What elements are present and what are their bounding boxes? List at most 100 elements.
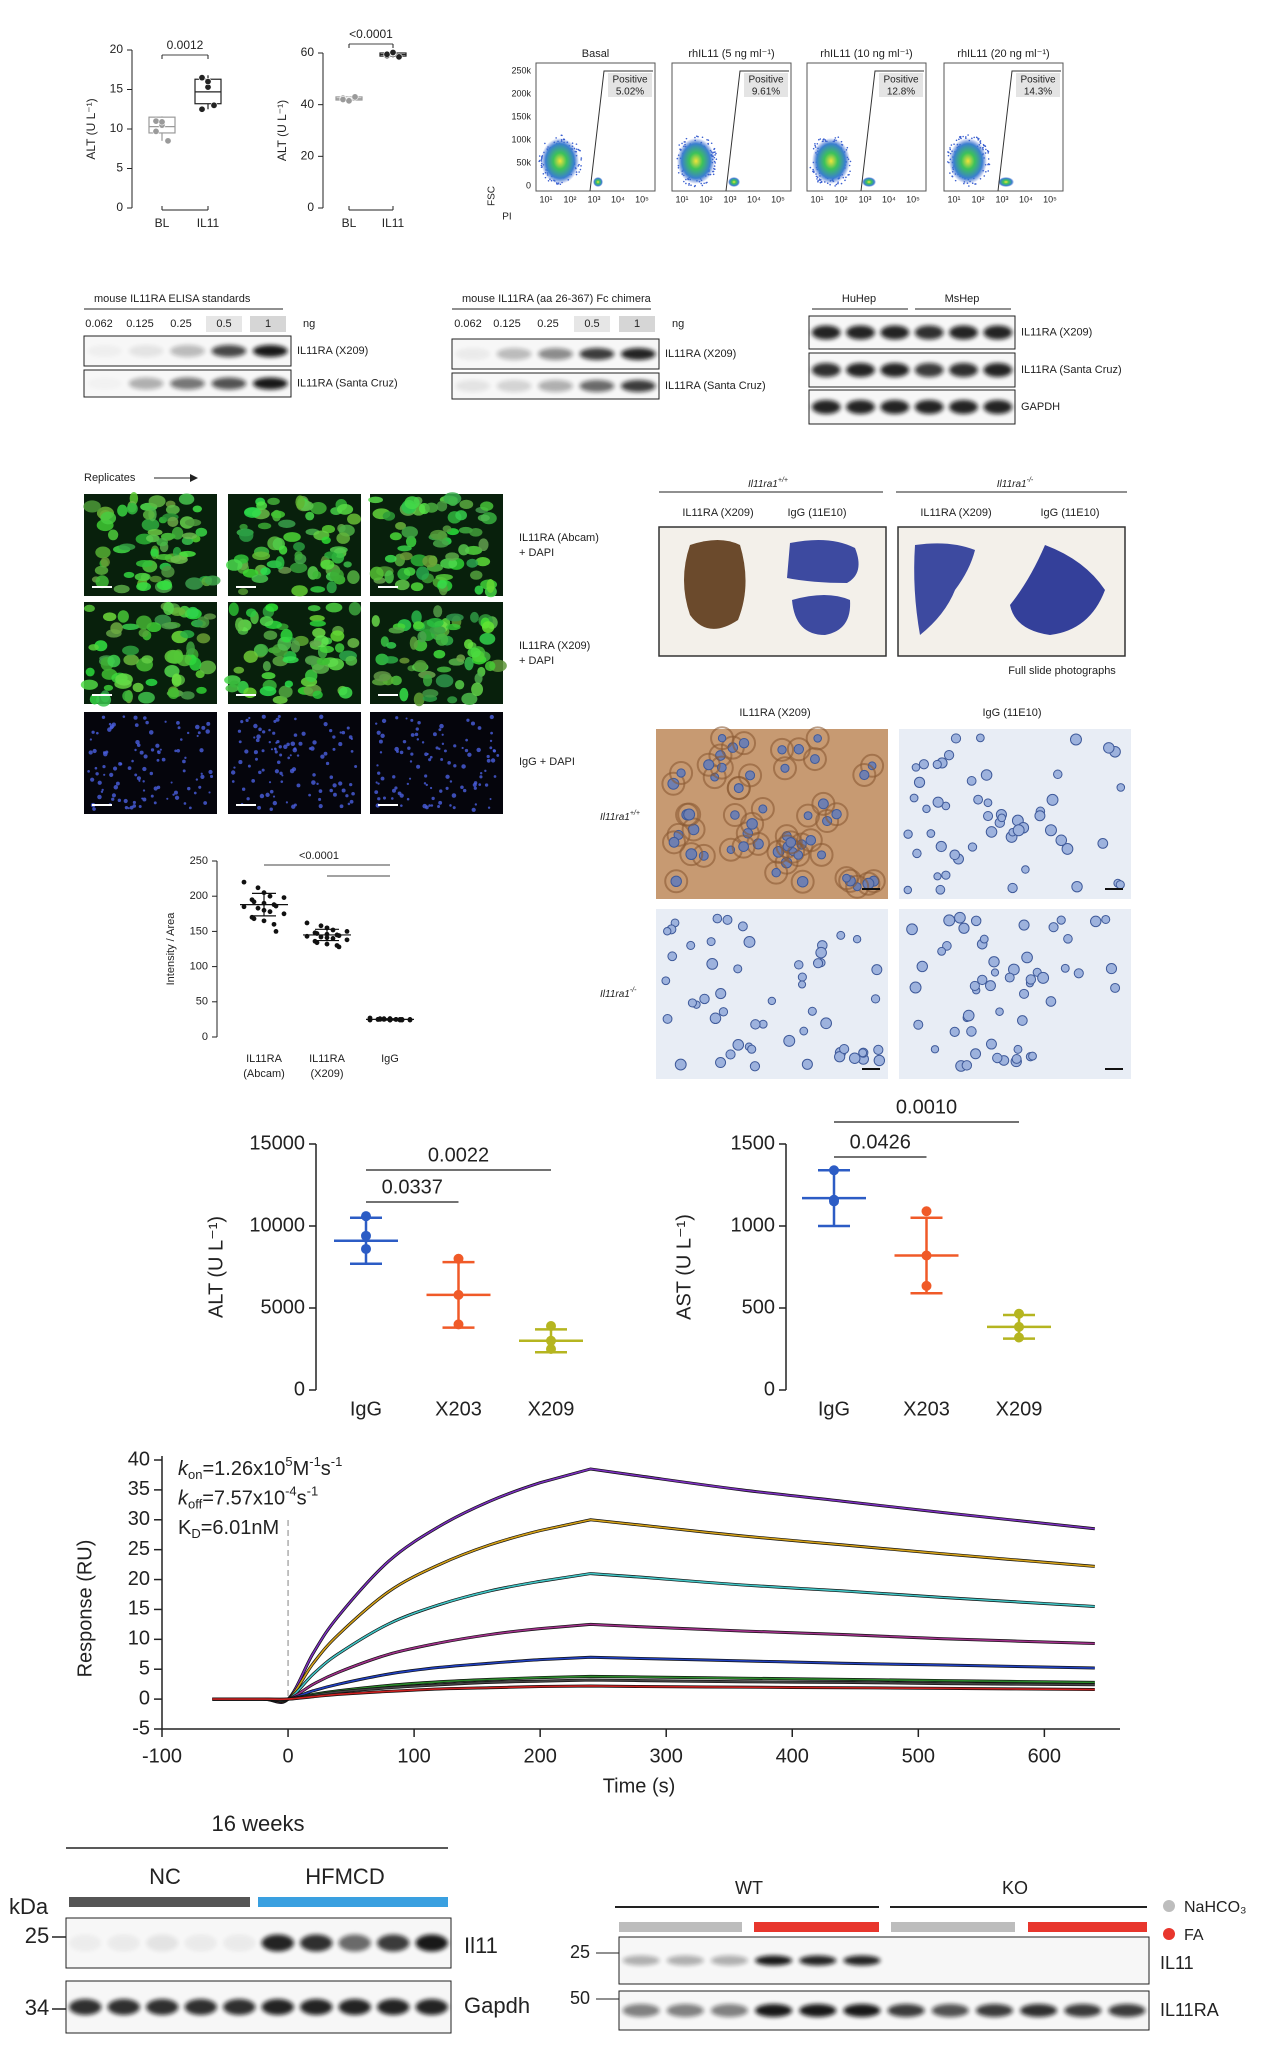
nucleus	[809, 754, 820, 765]
nucleus	[477, 726, 482, 730]
gate-box	[1016, 73, 1060, 97]
stain-label: IgG (11E10)	[982, 707, 1041, 719]
nucleus	[873, 1044, 884, 1055]
nucleus	[1018, 919, 1030, 931]
annotation-part: -1	[331, 1454, 343, 1469]
nucleus	[747, 1044, 757, 1054]
fit-curve	[212, 1467, 1095, 1704]
nucleus	[1025, 974, 1037, 985]
cell	[233, 666, 245, 674]
loading-label: 1	[634, 318, 640, 330]
nucleus	[145, 720, 149, 725]
nucleus	[685, 848, 698, 861]
y-tick-label: 20	[110, 42, 124, 56]
group-label: MsHep	[945, 293, 980, 305]
band	[811, 363, 841, 377]
nucleus	[817, 850, 827, 860]
nucleus	[296, 783, 301, 788]
nucleus	[117, 798, 122, 803]
flow-density	[593, 177, 603, 187]
nucleus	[308, 793, 312, 797]
nucleus	[339, 804, 344, 809]
data-point	[389, 48, 397, 56]
nucleus	[745, 770, 756, 781]
cell	[307, 605, 321, 612]
panel-title: rhIL11 (10 ng ml⁻¹)	[820, 48, 912, 60]
data-point	[281, 895, 287, 901]
cell	[239, 528, 254, 542]
cell	[293, 542, 305, 552]
y-tick-label: 100k	[511, 134, 531, 144]
data-point	[339, 96, 347, 104]
nucleus	[941, 870, 951, 880]
nucleus	[966, 776, 977, 786]
nucleus	[750, 1019, 761, 1030]
nucleus	[1011, 1053, 1022, 1064]
band	[415, 1999, 448, 2015]
nucleus	[240, 720, 244, 724]
nucleus	[429, 755, 433, 759]
cell-border	[778, 830, 803, 855]
nucleus	[205, 729, 210, 734]
nucleus	[932, 759, 942, 770]
flow-event	[987, 152, 989, 154]
cell	[343, 561, 352, 568]
stain-label: IgG (11E10)	[1040, 507, 1099, 519]
band	[622, 2004, 660, 2017]
nucleus	[1053, 769, 1063, 780]
cell	[336, 504, 354, 515]
cell	[121, 623, 140, 630]
nucleus	[758, 804, 768, 814]
nucleus	[431, 796, 435, 801]
cell-border	[790, 869, 815, 894]
band	[377, 1999, 410, 2015]
nucleus	[918, 759, 929, 770]
cell	[413, 692, 425, 707]
nucleus	[807, 1006, 817, 1016]
nucleus	[115, 781, 120, 786]
p-value: 0.0010	[896, 1096, 957, 1118]
flow-event	[580, 165, 582, 167]
cell	[182, 532, 198, 540]
nucleus	[820, 1017, 833, 1030]
nucleus	[92, 748, 97, 754]
cell	[348, 601, 361, 616]
gate-label: Positive	[1020, 75, 1055, 86]
nucleus	[395, 716, 399, 720]
cell-border	[732, 731, 757, 756]
loading-label: 0.5	[584, 318, 599, 330]
data-point	[330, 927, 336, 933]
flow-event	[849, 170, 851, 173]
nucleus	[496, 754, 500, 757]
x-tick-label: 10²	[563, 194, 576, 204]
nucleus	[777, 745, 787, 755]
nucleus	[1021, 865, 1030, 874]
nucleus	[1069, 733, 1082, 746]
y-tick-label: 40	[301, 97, 315, 111]
x-tick-label: IL11	[382, 216, 405, 230]
nucleus	[858, 1048, 868, 1058]
y-tick-label: 35	[128, 1478, 150, 1500]
cell	[474, 673, 483, 684]
cell	[278, 519, 296, 529]
cell	[347, 638, 360, 648]
cell	[399, 687, 409, 702]
nucleus	[253, 736, 256, 739]
annotation-part: M	[293, 1458, 310, 1480]
x-tick-label: 10¹	[539, 194, 552, 204]
cell	[196, 633, 211, 644]
nucleus	[725, 1049, 736, 1060]
genotype-part: +/+	[778, 477, 788, 484]
cell	[405, 535, 417, 548]
x-tick-label: X203	[435, 1398, 482, 1420]
cell	[388, 627, 405, 634]
data-point	[318, 923, 324, 929]
cell-border	[860, 753, 885, 778]
cell	[88, 644, 99, 651]
cell	[272, 695, 288, 704]
cell-border	[824, 802, 849, 827]
marker-label: 25	[25, 1923, 49, 1948]
nucleus	[793, 744, 805, 755]
cell	[275, 556, 285, 570]
cell	[334, 643, 345, 653]
